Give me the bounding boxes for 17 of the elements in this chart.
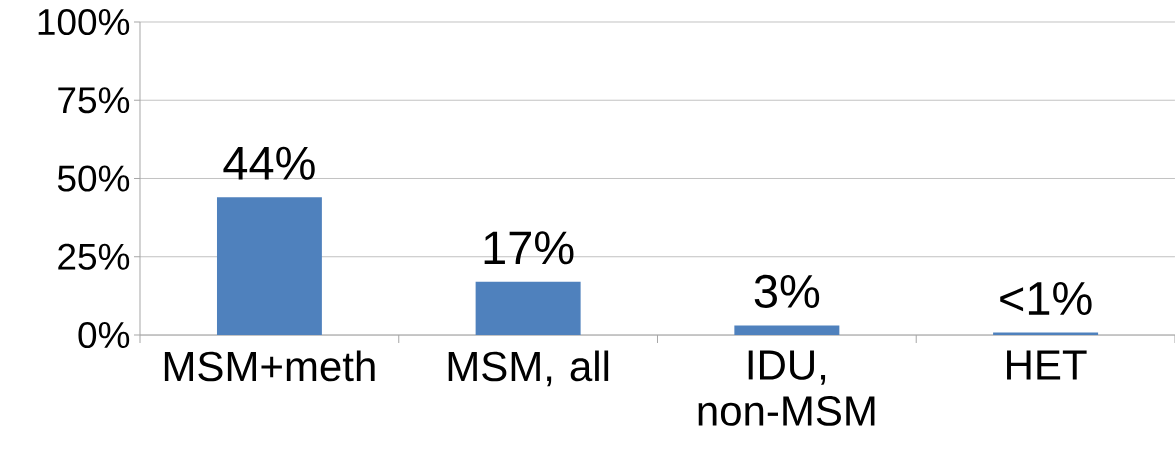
x-tick-label: MSM+meth [164,350,375,382]
bar [216,197,322,335]
x-tick-label: HET [1007,350,1087,380]
data-label: 3% [754,274,820,309]
data-label: <1% [1000,282,1092,315]
y-tick-label: 100% [38,8,130,36]
y-tick-label: 25% [58,243,130,270]
y-tick-label: 75% [58,87,130,114]
x-tick-label: IDU, non-MSM [698,350,875,426]
bar [993,332,1099,335]
y-tick-label: 0% [78,321,130,349]
data-label: 17% [484,231,574,265]
bar [475,281,581,335]
y-tick-label: 50% [57,165,130,192]
x-tick-label: MSM, all [448,350,609,387]
bar [734,325,840,335]
data-label: 44% [223,146,315,180]
